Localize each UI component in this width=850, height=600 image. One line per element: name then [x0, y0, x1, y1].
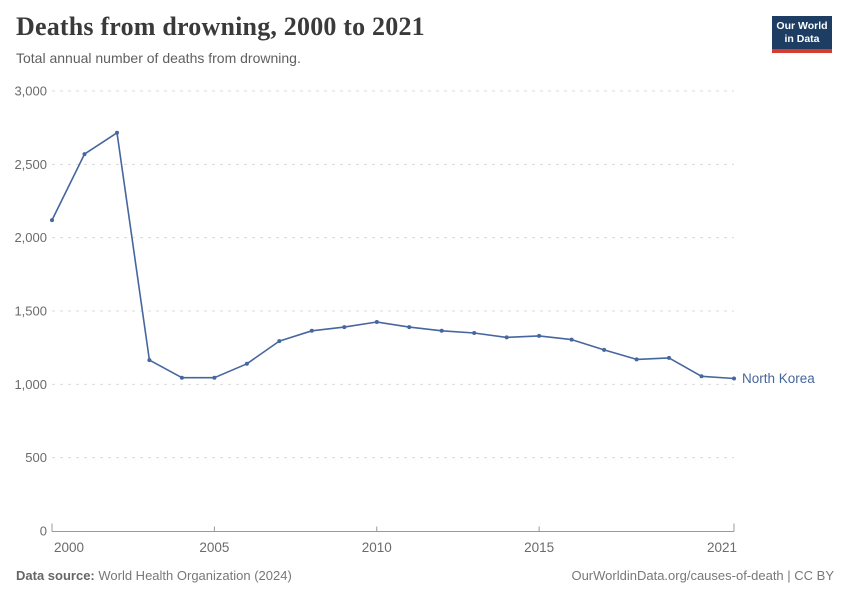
credit-link[interactable]: OurWorldinData.org/causes-of-death | CC …: [571, 568, 834, 583]
data-point-2004[interactable]: [179, 375, 184, 380]
data-source-text: World Health Organization (2024): [94, 568, 292, 583]
data-point-2021[interactable]: [732, 376, 736, 381]
x-tick-label: 2021: [707, 540, 737, 555]
owid-logo[interactable]: Our World in Data: [772, 16, 832, 53]
y-tick-label: 500: [25, 450, 47, 465]
y-tick-label: 0: [40, 524, 47, 539]
owid-logo-accent-bar: [772, 49, 832, 53]
y-tick-label: 2,000: [14, 230, 47, 245]
data-point-2017[interactable]: [602, 347, 607, 352]
data-point-2012[interactable]: [439, 328, 444, 333]
data-point-2009[interactable]: [342, 325, 347, 330]
data-point-2006[interactable]: [244, 361, 249, 366]
page-title: Deaths from drowning, 2000 to 2021: [16, 12, 425, 41]
x-tick-label: 2005: [199, 540, 229, 555]
x-tick-label: 2010: [362, 540, 392, 555]
y-tick-label: 1,000: [14, 377, 47, 392]
owid-logo-line2: in Data: [784, 32, 820, 45]
data-point-2015[interactable]: [537, 333, 542, 338]
data-point-2003[interactable]: [147, 358, 152, 363]
y-tick-label: 3,000: [14, 84, 47, 99]
data-point-2008[interactable]: [309, 328, 314, 333]
series-line-north-korea[interactable]: [51, 132, 735, 380]
data-source-label: Data source:: [16, 568, 95, 583]
y-tick-label: 1,500: [14, 304, 47, 319]
owid-logo-line1: Our World: [776, 20, 828, 32]
data-source-note: Data source: World Health Organization (…: [16, 568, 292, 583]
data-point-2010[interactable]: [374, 320, 379, 324]
data-point-2016[interactable]: [569, 337, 574, 342]
data-point-2013[interactable]: [472, 331, 477, 335]
x-tick-label: 2015: [524, 540, 554, 555]
data-point-2000[interactable]: [50, 218, 54, 223]
x-tick-label: 2000: [54, 540, 84, 555]
data-point-2001[interactable]: [82, 152, 87, 157]
data-point-2018[interactable]: [634, 357, 639, 362]
y-tick-label: 2,500: [14, 157, 47, 172]
data-point-2011[interactable]: [407, 325, 412, 330]
data-point-2007[interactable]: [277, 339, 282, 344]
data-point-2019[interactable]: [667, 355, 671, 360]
series-end-label[interactable]: North Korea: [742, 371, 815, 386]
data-point-2020[interactable]: [699, 374, 704, 379]
data-point-2014[interactable]: [504, 335, 509, 340]
data-point-2005[interactable]: [212, 375, 217, 380]
chart-subtitle: Total annual number of deaths from drown…: [16, 50, 301, 66]
data-point-2002[interactable]: [115, 130, 119, 135]
